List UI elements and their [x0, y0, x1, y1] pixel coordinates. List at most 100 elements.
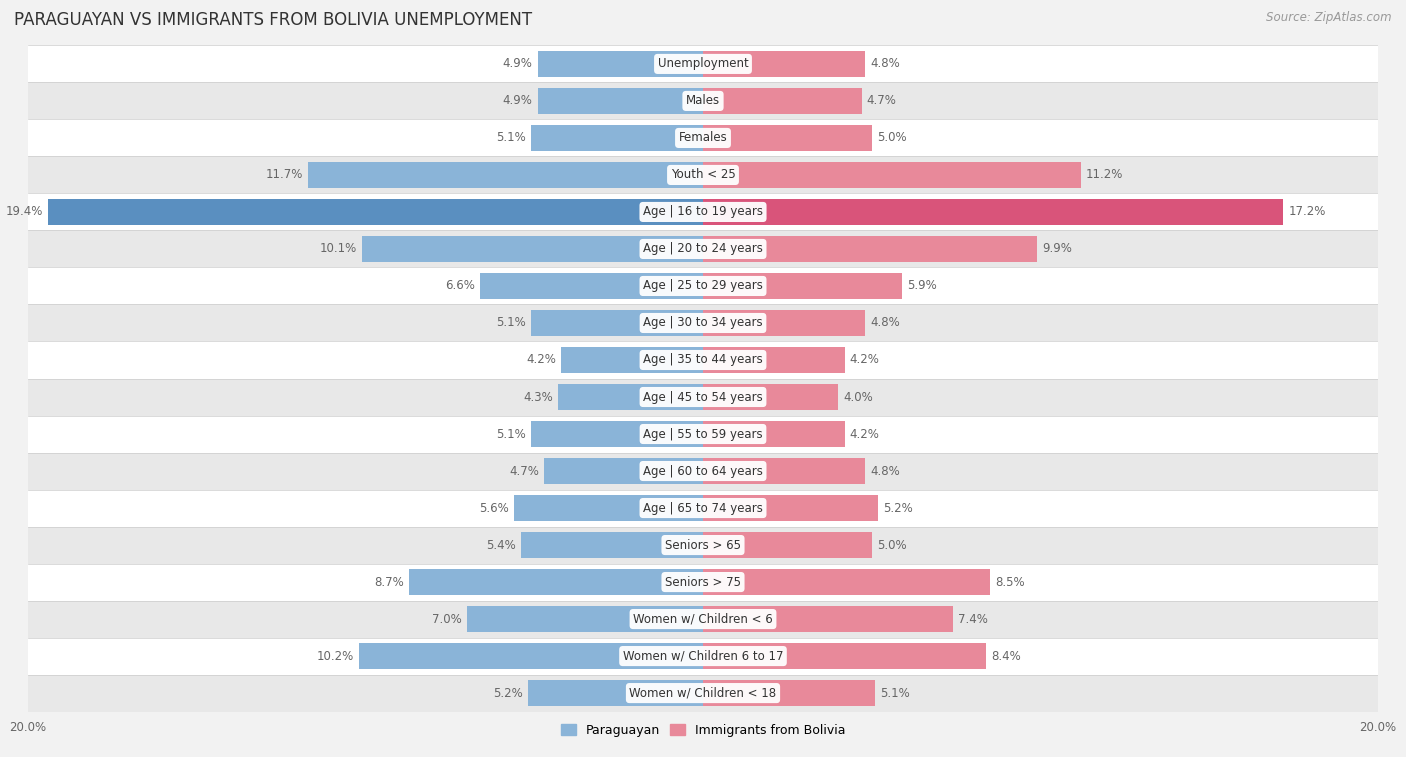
Bar	[28, 563, 1378, 600]
Text: 4.7%: 4.7%	[866, 95, 897, 107]
Text: Women w/ Children < 18: Women w/ Children < 18	[630, 687, 776, 699]
Text: 19.4%: 19.4%	[6, 205, 44, 219]
Bar	[561, 347, 703, 373]
Text: 4.2%: 4.2%	[849, 354, 880, 366]
Bar	[28, 157, 1378, 194]
Text: Age | 65 to 74 years: Age | 65 to 74 years	[643, 502, 763, 515]
Bar	[703, 88, 862, 114]
Bar	[527, 680, 703, 706]
Text: 7.0%: 7.0%	[432, 612, 461, 625]
Text: 4.8%: 4.8%	[870, 316, 900, 329]
Text: 7.4%: 7.4%	[957, 612, 987, 625]
Text: 4.8%: 4.8%	[870, 58, 900, 70]
Text: 4.7%: 4.7%	[509, 465, 540, 478]
Bar	[467, 606, 703, 632]
Bar	[703, 643, 987, 669]
Bar	[48, 198, 703, 226]
Bar	[28, 194, 1378, 230]
Text: Age | 55 to 59 years: Age | 55 to 59 years	[643, 428, 763, 441]
Bar	[537, 51, 703, 77]
Text: Age | 25 to 29 years: Age | 25 to 29 years	[643, 279, 763, 292]
Text: 5.1%: 5.1%	[496, 132, 526, 145]
Text: 5.6%: 5.6%	[479, 502, 509, 515]
Bar	[308, 162, 703, 188]
Bar	[28, 453, 1378, 490]
Text: Age | 60 to 64 years: Age | 60 to 64 years	[643, 465, 763, 478]
Bar	[28, 527, 1378, 563]
Text: 4.0%: 4.0%	[844, 391, 873, 403]
Bar	[537, 88, 703, 114]
Bar	[558, 384, 703, 410]
Text: Females: Females	[679, 132, 727, 145]
Text: Seniors > 65: Seniors > 65	[665, 538, 741, 552]
Bar	[531, 310, 703, 336]
Bar	[481, 273, 703, 299]
Bar	[703, 680, 875, 706]
Bar	[28, 120, 1378, 157]
Bar	[28, 304, 1378, 341]
Bar	[28, 230, 1378, 267]
Text: Youth < 25: Youth < 25	[671, 169, 735, 182]
Bar	[28, 637, 1378, 674]
Text: 4.8%: 4.8%	[870, 465, 900, 478]
Bar	[703, 531, 872, 559]
Bar	[703, 495, 879, 522]
Bar	[515, 495, 703, 522]
Text: 5.9%: 5.9%	[907, 279, 936, 292]
Bar	[28, 45, 1378, 83]
Bar	[28, 378, 1378, 416]
Bar	[28, 341, 1378, 378]
Text: Age | 30 to 34 years: Age | 30 to 34 years	[643, 316, 763, 329]
Text: Age | 16 to 19 years: Age | 16 to 19 years	[643, 205, 763, 219]
Text: 5.0%: 5.0%	[877, 538, 907, 552]
Text: Age | 45 to 54 years: Age | 45 to 54 years	[643, 391, 763, 403]
Bar	[28, 600, 1378, 637]
Bar	[28, 490, 1378, 527]
Bar	[359, 643, 703, 669]
Bar	[28, 267, 1378, 304]
Bar	[531, 125, 703, 151]
Bar	[531, 421, 703, 447]
Legend: Paraguayan, Immigrants from Bolivia: Paraguayan, Immigrants from Bolivia	[555, 719, 851, 742]
Bar	[28, 83, 1378, 120]
Bar	[363, 235, 703, 262]
Text: 4.9%: 4.9%	[503, 95, 533, 107]
Bar	[28, 416, 1378, 453]
Bar	[703, 235, 1038, 262]
Text: Males: Males	[686, 95, 720, 107]
Text: Seniors > 75: Seniors > 75	[665, 575, 741, 588]
Text: Source: ZipAtlas.com: Source: ZipAtlas.com	[1267, 11, 1392, 24]
Text: PARAGUAYAN VS IMMIGRANTS FROM BOLIVIA UNEMPLOYMENT: PARAGUAYAN VS IMMIGRANTS FROM BOLIVIA UN…	[14, 11, 533, 30]
Text: 4.9%: 4.9%	[503, 58, 533, 70]
Bar	[703, 162, 1081, 188]
Text: Age | 35 to 44 years: Age | 35 to 44 years	[643, 354, 763, 366]
Bar	[703, 606, 953, 632]
Bar	[703, 198, 1284, 226]
Text: 11.2%: 11.2%	[1085, 169, 1123, 182]
Text: 5.4%: 5.4%	[486, 538, 516, 552]
Bar	[703, 569, 990, 595]
Text: Women w/ Children < 6: Women w/ Children < 6	[633, 612, 773, 625]
Text: 10.2%: 10.2%	[316, 650, 354, 662]
Text: 5.2%: 5.2%	[883, 502, 914, 515]
Text: 5.0%: 5.0%	[877, 132, 907, 145]
Text: Unemployment: Unemployment	[658, 58, 748, 70]
Text: 8.4%: 8.4%	[991, 650, 1021, 662]
Text: 6.6%: 6.6%	[446, 279, 475, 292]
Text: 5.1%: 5.1%	[496, 316, 526, 329]
Bar	[544, 458, 703, 484]
Bar	[409, 569, 703, 595]
Text: 4.2%: 4.2%	[526, 354, 557, 366]
Bar	[703, 458, 865, 484]
Text: 17.2%: 17.2%	[1288, 205, 1326, 219]
Bar	[703, 421, 845, 447]
Bar	[28, 674, 1378, 712]
Text: 5.1%: 5.1%	[496, 428, 526, 441]
Text: 8.7%: 8.7%	[374, 575, 405, 588]
Text: Women w/ Children 6 to 17: Women w/ Children 6 to 17	[623, 650, 783, 662]
Bar	[703, 310, 865, 336]
Text: 4.2%: 4.2%	[849, 428, 880, 441]
Text: 4.3%: 4.3%	[523, 391, 553, 403]
Text: 10.1%: 10.1%	[321, 242, 357, 255]
Text: 8.5%: 8.5%	[995, 575, 1025, 588]
